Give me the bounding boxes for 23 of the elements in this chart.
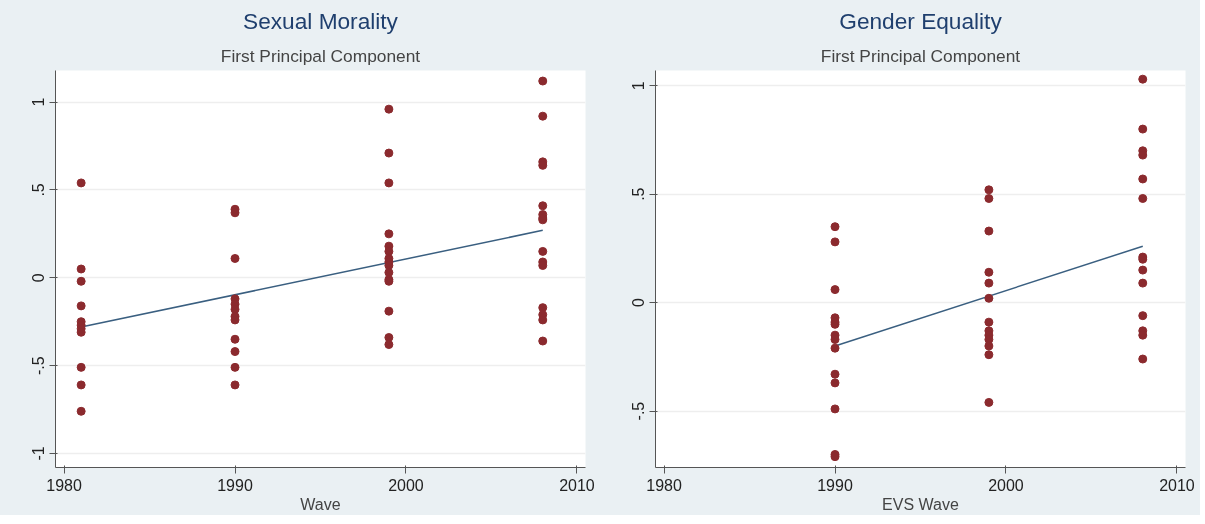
y-tick-label: 1 (630, 81, 648, 91)
chart-title: Gender Equality (839, 7, 1003, 34)
chart-subtitle: First Principal Component (220, 45, 421, 66)
y-tick-label: 1 (30, 97, 48, 107)
y-tick-label: -.5 (30, 356, 48, 375)
x-tick-label: 1980 (646, 476, 682, 494)
x-tick-label: 1990 (217, 476, 253, 494)
x-tick-label: 2010 (1159, 476, 1195, 494)
y-tick-label: 0 (630, 298, 648, 308)
x-tick-label: 1980 (46, 476, 82, 494)
y-tick-label: -.5 (630, 401, 648, 421)
x-tick-label: 2000 (988, 476, 1024, 494)
chart-subtitle: First Principal Component (820, 45, 1021, 66)
x-tick-label: 2010 (559, 476, 595, 494)
y-tick-label: .5 (30, 183, 48, 197)
y-tick-label: .5 (630, 187, 648, 201)
y-tick-label: -1 (30, 446, 48, 461)
x-tick-label: 1990 (817, 476, 853, 494)
chart-title: Sexual Morality (243, 7, 399, 34)
x-tick-label: 2000 (388, 476, 424, 494)
y-tick-label: 0 (30, 273, 48, 283)
x-axis-title: EVS Wave (882, 495, 959, 513)
x-axis-title: Wave (300, 495, 341, 513)
